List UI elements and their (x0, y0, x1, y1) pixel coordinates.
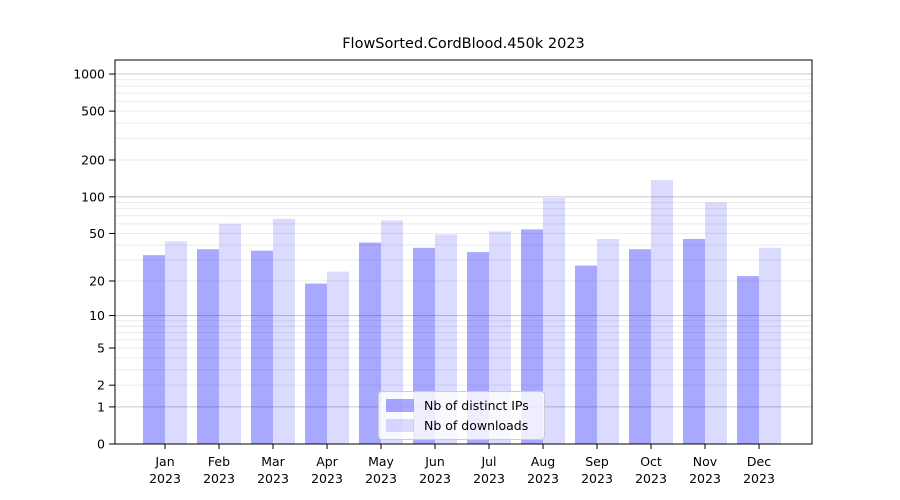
bar-downloads (759, 247, 781, 444)
y-axis-tick-label: 5 (97, 341, 105, 356)
legend-label-distinct-ips: Nb of distinct IPs (424, 398, 529, 414)
bar-distinct-ips (305, 283, 327, 444)
x-axis-tick-label-month: Mar (261, 454, 285, 469)
x-axis-tick-label-month: Jul (480, 454, 496, 469)
x-axis-tick-label-year: 2023 (149, 471, 181, 486)
x-axis-tick-label-month: Jun (424, 454, 445, 469)
x-axis-tick-label-year: 2023 (311, 471, 343, 486)
bar-downloads (327, 271, 349, 444)
x-axis-tick-label-month: Feb (208, 454, 230, 469)
bar-distinct-ips (197, 249, 219, 444)
y-axis-tick-label: 2 (97, 378, 105, 393)
x-axis-tick-label-month: May (368, 454, 394, 469)
x-axis-tick-label-year: 2023 (473, 471, 505, 486)
x-axis-tick-label-year: 2023 (419, 471, 451, 486)
x-axis-tick-label-month: Aug (531, 454, 555, 469)
bar-downloads (597, 238, 619, 444)
legend-swatch-distinct-ips (386, 399, 414, 413)
x-axis-tick-label-year: 2023 (365, 471, 397, 486)
legend-label-downloads: Nb of downloads (424, 417, 529, 433)
y-axis-tick-label: 10 (89, 308, 105, 323)
x-axis-tick-label-year: 2023 (257, 471, 289, 486)
x-axis-tick-label-month: Apr (316, 454, 338, 469)
x-axis-tick-label-month: Oct (640, 454, 662, 469)
x-axis-tick-label-year: 2023 (689, 471, 721, 486)
bar-downloads (165, 241, 187, 444)
legend-item-downloads: Nb of downloads (386, 418, 536, 433)
x-axis-tick-label-month: Jan (154, 454, 174, 469)
y-axis-tick-label: 1 (97, 399, 105, 414)
bar-downloads (651, 180, 673, 444)
legend-item-distinct-ips: Nb of distinct IPs (386, 398, 536, 413)
bar-downloads (381, 220, 403, 444)
bar-downloads (219, 223, 241, 444)
y-axis-tick-label: 1000 (73, 67, 105, 82)
bar-distinct-ips (737, 276, 759, 444)
chart-title: FlowSorted.CordBlood.450k 2023 (342, 36, 585, 52)
legend: Nb of distinct IPs Nb of downloads (378, 391, 545, 440)
y-axis-tick-label: 20 (89, 273, 105, 288)
x-axis-tick-label-year: 2023 (203, 471, 235, 486)
bar-distinct-ips (251, 250, 273, 444)
bar-distinct-ips (683, 238, 705, 444)
x-axis-tick-label-year: 2023 (581, 471, 613, 486)
bar-distinct-ips (521, 229, 543, 444)
x-axis-tick-label-month: Dec (747, 454, 771, 469)
bar-distinct-ips (359, 242, 381, 444)
y-axis-tick-label: 0 (97, 437, 105, 452)
y-axis-tick-label: 100 (81, 189, 105, 204)
bar-downloads (705, 202, 727, 444)
x-axis-tick-label-month: Nov (693, 454, 718, 469)
x-axis-tick-label-month: Sep (585, 454, 609, 469)
bar-distinct-ips (143, 255, 165, 444)
x-axis-tick-label-year: 2023 (635, 471, 667, 486)
legend-swatch-downloads (386, 418, 414, 432)
bar-downloads (273, 218, 295, 444)
bar-distinct-ips (575, 265, 597, 444)
plot-border (114, 59, 813, 445)
bar-downloads (489, 231, 511, 444)
bar-downloads (543, 197, 565, 444)
x-axis-tick-label-year: 2023 (527, 471, 559, 486)
y-axis-tick-label: 50 (89, 226, 105, 241)
y-axis-tick-label: 200 (81, 153, 105, 168)
bar-distinct-ips (629, 249, 651, 444)
y-axis-tick-label: 500 (81, 104, 105, 119)
x-axis-tick-label-year: 2023 (743, 471, 775, 486)
